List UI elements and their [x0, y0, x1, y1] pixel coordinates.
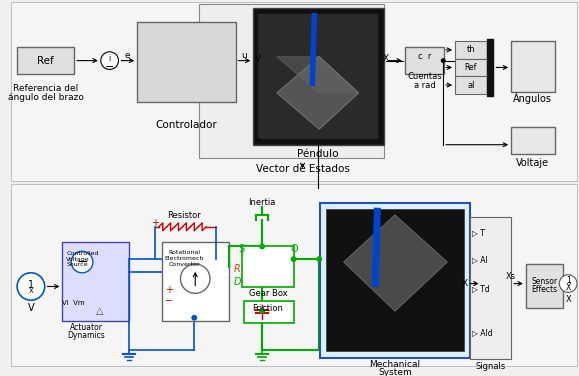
Text: −: − — [105, 62, 114, 73]
Text: D: D — [234, 277, 241, 287]
Text: −: − — [76, 255, 88, 269]
Text: V: V — [255, 54, 261, 63]
Text: Voltage: Voltage — [67, 256, 90, 262]
Text: th: th — [467, 45, 475, 55]
Text: Converter: Converter — [168, 261, 200, 267]
FancyBboxPatch shape — [243, 246, 294, 288]
Text: Xs: Xs — [506, 272, 516, 281]
Text: Voltaje: Voltaje — [516, 158, 549, 168]
FancyBboxPatch shape — [137, 21, 236, 102]
FancyBboxPatch shape — [258, 14, 378, 139]
Text: Controlador: Controlador — [156, 120, 217, 130]
Text: Ángulos: Ángulos — [513, 92, 552, 104]
Text: e: e — [124, 51, 130, 60]
Text: Source: Source — [67, 262, 88, 267]
Text: Sensor: Sensor — [532, 277, 558, 286]
Text: ▷ Al: ▷ Al — [472, 255, 488, 264]
Circle shape — [316, 256, 322, 262]
Circle shape — [191, 315, 197, 321]
Text: a rad: a rad — [413, 80, 435, 89]
Text: X: X — [383, 54, 389, 63]
Text: R: R — [234, 264, 241, 274]
Polygon shape — [344, 215, 447, 311]
Polygon shape — [277, 57, 358, 129]
FancyBboxPatch shape — [11, 2, 577, 181]
Circle shape — [259, 244, 265, 249]
Text: Vi  Vm: Vi Vm — [62, 300, 85, 306]
FancyBboxPatch shape — [63, 243, 129, 321]
Text: −: − — [164, 296, 173, 306]
Text: Vector de Estados: Vector de Estados — [255, 164, 350, 174]
FancyBboxPatch shape — [326, 209, 464, 351]
Text: al: al — [467, 80, 475, 89]
Circle shape — [559, 275, 577, 293]
Text: X: X — [28, 288, 33, 294]
FancyBboxPatch shape — [486, 39, 493, 96]
Text: Dynamics: Dynamics — [67, 331, 105, 340]
Text: ▷ Td: ▷ Td — [472, 284, 489, 293]
Circle shape — [101, 52, 119, 70]
Text: Ref: Ref — [37, 56, 54, 66]
Text: Rotational: Rotational — [168, 250, 200, 255]
FancyBboxPatch shape — [511, 127, 555, 155]
Text: u: u — [241, 51, 247, 60]
Text: System: System — [378, 368, 412, 376]
Circle shape — [17, 273, 45, 300]
Circle shape — [259, 308, 265, 314]
Text: X: X — [461, 279, 468, 288]
Text: c  r: c r — [418, 52, 431, 61]
FancyBboxPatch shape — [511, 41, 555, 92]
Text: Mechanical: Mechanical — [369, 360, 420, 369]
Text: X: X — [566, 283, 571, 292]
FancyBboxPatch shape — [455, 59, 486, 76]
Text: +: + — [164, 285, 173, 296]
FancyBboxPatch shape — [455, 76, 486, 94]
FancyBboxPatch shape — [405, 47, 444, 74]
Circle shape — [181, 264, 210, 293]
Text: S: S — [239, 244, 245, 254]
Circle shape — [291, 256, 296, 262]
Circle shape — [441, 58, 446, 63]
Text: Resistor: Resistor — [167, 211, 201, 220]
Text: Signals: Signals — [475, 362, 505, 371]
Text: +: + — [151, 218, 159, 228]
Polygon shape — [277, 57, 358, 93]
FancyBboxPatch shape — [162, 243, 229, 321]
Text: Cuentas: Cuentas — [407, 72, 442, 81]
Text: ángulo del brazo: ángulo del brazo — [8, 93, 83, 102]
FancyBboxPatch shape — [470, 217, 511, 359]
Text: X: X — [565, 295, 571, 304]
Text: a: a — [255, 137, 259, 143]
Text: ▷ T: ▷ T — [472, 228, 485, 237]
Text: Inertia: Inertia — [248, 198, 276, 207]
Text: O: O — [291, 244, 298, 254]
Text: 1: 1 — [566, 276, 570, 285]
Text: 1: 1 — [28, 279, 34, 290]
Text: Ref: Ref — [464, 63, 477, 72]
Text: Actuator: Actuator — [69, 323, 102, 332]
FancyBboxPatch shape — [455, 41, 486, 59]
FancyBboxPatch shape — [11, 184, 577, 366]
Text: i: i — [108, 54, 111, 63]
Text: Effects: Effects — [532, 285, 558, 294]
FancyBboxPatch shape — [320, 203, 470, 358]
Text: △: △ — [96, 306, 104, 316]
Text: Friction: Friction — [252, 305, 284, 314]
FancyBboxPatch shape — [253, 8, 384, 145]
Text: Referencia del: Referencia del — [13, 83, 78, 92]
Text: Electromech: Electromech — [165, 256, 204, 261]
FancyBboxPatch shape — [199, 4, 384, 158]
Text: ▷ Ald: ▷ Ald — [472, 328, 492, 337]
Text: Gear Box: Gear Box — [248, 289, 287, 298]
Text: Controlled: Controlled — [67, 251, 99, 256]
Text: V: V — [28, 303, 34, 313]
FancyBboxPatch shape — [244, 301, 294, 323]
FancyBboxPatch shape — [17, 47, 74, 74]
Circle shape — [71, 251, 93, 273]
Text: Péndulo: Péndulo — [298, 150, 339, 159]
FancyBboxPatch shape — [526, 264, 563, 308]
